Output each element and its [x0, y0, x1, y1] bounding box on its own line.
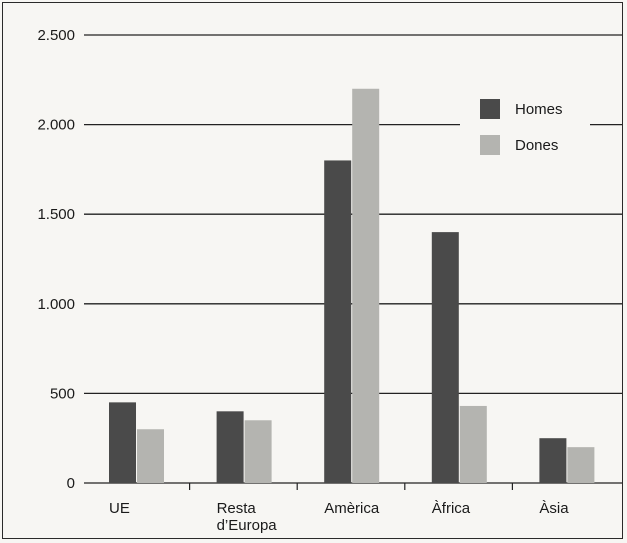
- legend-background: [460, 85, 590, 175]
- bar-dones: [352, 88, 380, 483]
- legend: Homes Dones: [460, 85, 590, 175]
- y-tick-label: 2.000: [37, 117, 75, 134]
- bar-dones: [244, 420, 272, 483]
- chart-frame: [2, 2, 623, 539]
- bar-dones: [459, 405, 487, 483]
- legend-swatch-homes: [480, 99, 500, 119]
- bar-homes: [324, 160, 352, 483]
- x-tick-label: Amèrica: [324, 500, 380, 517]
- bar-dones: [567, 447, 595, 483]
- y-tick-label: 1.500: [37, 206, 75, 223]
- x-tick-label: Àfrica: [432, 500, 471, 517]
- bar-homes: [539, 438, 567, 483]
- bars: [109, 88, 595, 483]
- x-tick-label: Àsia: [539, 500, 569, 517]
- x-tick-label: UE: [109, 500, 130, 517]
- y-tick-label: 1.000: [37, 296, 75, 313]
- y-tick-label: 2.500: [37, 27, 75, 44]
- y-tick-label: 0: [67, 475, 75, 492]
- x-tick-label: d’Europa: [217, 517, 278, 534]
- bar-homes: [109, 402, 136, 483]
- x-tick-label: Resta: [217, 500, 257, 517]
- bar-dones: [137, 429, 164, 483]
- bar-homes: [431, 232, 459, 483]
- legend-label-dones: Dones: [515, 137, 558, 154]
- bar-homes: [216, 411, 244, 483]
- legend-label-homes: Homes: [515, 101, 563, 118]
- y-tick-label: 500: [50, 385, 75, 402]
- legend-swatch-dones: [480, 135, 500, 155]
